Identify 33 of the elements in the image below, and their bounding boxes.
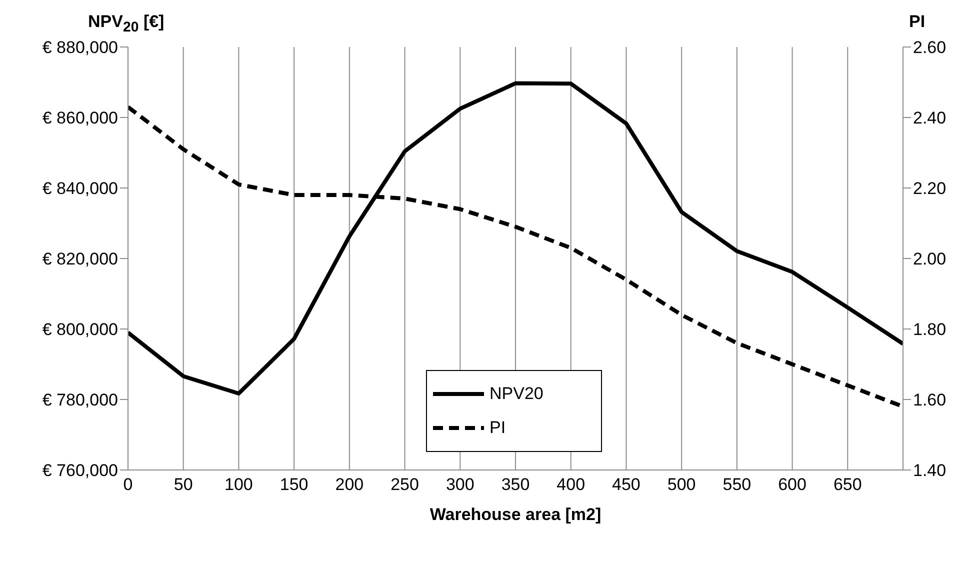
x-tick-label: 450 — [612, 475, 640, 494]
x-tick-label: 50 — [174, 475, 193, 494]
y-tick-label: € 880,000 — [42, 38, 118, 58]
x-tick-label: 350 — [501, 475, 530, 494]
y2-tick-label: 1.60 — [913, 390, 946, 410]
x-tick-label: 150 — [280, 475, 308, 494]
y-tick-label: € 800,000 — [42, 320, 118, 340]
y-tick-label: € 840,000 — [42, 179, 118, 198]
y2-tick-label: 2.20 — [913, 179, 946, 198]
legend-label: PI — [490, 418, 506, 438]
y-tick-label: € 780,000 — [42, 390, 118, 410]
x-axis-title: Warehouse area [m2] — [430, 505, 602, 524]
y2-tick-label: 2.60 — [913, 38, 946, 58]
x-tick-label: 100 — [224, 475, 253, 494]
y2-axis-title: PI — [909, 12, 926, 32]
x-tick-label: 500 — [667, 475, 696, 494]
x-tick-label: 0 — [123, 475, 133, 494]
y-axis-title: NPV$_{20}$ [€] — [88, 12, 164, 36]
y2-tick-label: 2.00 — [913, 250, 946, 269]
x-tick-label: 200 — [335, 475, 364, 494]
x-tick-label: 250 — [390, 475, 419, 494]
y-tick-label: € 860,000 — [42, 108, 118, 128]
x-tick-label: 600 — [778, 475, 806, 494]
x-tick-label: 400 — [556, 475, 586, 494]
x-tick-label: 300 — [446, 475, 474, 494]
y-tick-label: € 760,000 — [42, 461, 118, 480]
y2-tick-label: 1.40 — [913, 461, 946, 480]
x-tick-label: 650 — [833, 475, 862, 494]
legend-label: NPV20 — [490, 384, 544, 404]
y-tick-label: € 820,000 — [42, 250, 118, 269]
x-tick-label: 550 — [722, 475, 752, 494]
y2-tick-label: 1.80 — [913, 320, 946, 340]
y2-tick-label: 2.40 — [913, 108, 946, 128]
